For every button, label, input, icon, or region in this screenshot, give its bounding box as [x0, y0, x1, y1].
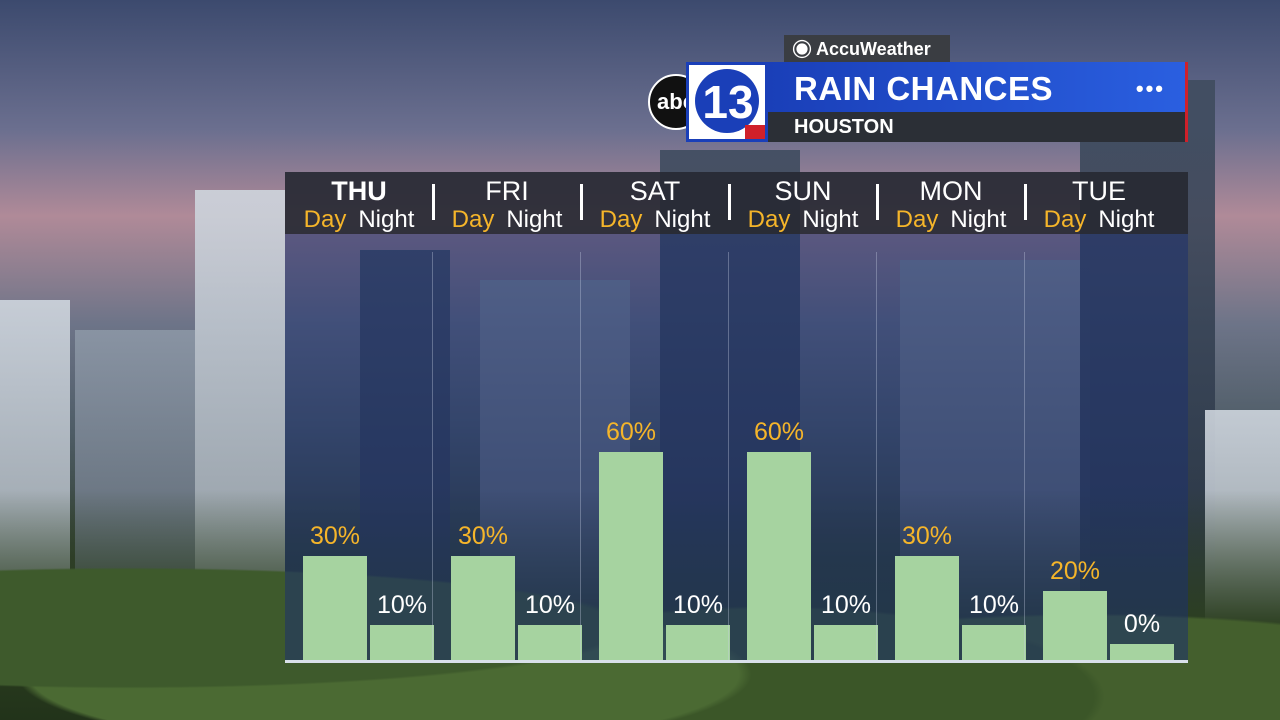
day-night-labels: Day Night — [1025, 206, 1173, 234]
value-label-sun-day: 60% — [753, 417, 805, 446]
bar-tue-day — [1043, 590, 1107, 660]
group-divider — [432, 252, 433, 660]
sponsor-label: AccuWeather — [816, 38, 931, 59]
day-label: Day — [451, 206, 495, 233]
day-label: Day — [747, 206, 791, 233]
value-label-sat-day: 60% — [605, 417, 657, 446]
chart-baseline — [285, 660, 1188, 663]
day-column-sun: SUN Day Night — [729, 172, 877, 234]
bar-fri-night — [518, 625, 582, 660]
day-night-labels: Day Night — [433, 206, 581, 234]
value-label-mon-day: 30% — [901, 521, 953, 550]
header-separator — [432, 184, 435, 220]
day-name: SUN — [774, 176, 832, 206]
value-label-tue-night: 0% — [1123, 610, 1161, 638]
value-label-thu-night: 10% — [376, 591, 428, 620]
day-name: FRI — [485, 176, 529, 206]
day-night-labels: Day Night — [877, 206, 1025, 234]
day-name: SAT — [629, 176, 681, 206]
day-label: Day — [303, 206, 347, 233]
bar-sat-day — [599, 451, 663, 660]
night-label: Night — [950, 206, 1007, 233]
day-label: Day — [599, 206, 643, 233]
group-divider — [580, 252, 581, 660]
value-label-fri-night: 10% — [524, 591, 576, 620]
value-label-thu-day: 30% — [309, 521, 361, 550]
day-name: MON — [919, 176, 983, 206]
bar-mon-night — [962, 625, 1026, 660]
bar-thu-day — [303, 555, 367, 660]
day-night-labels: Day Night — [285, 206, 433, 234]
day-name: THU — [331, 176, 387, 206]
bar-mon-day — [895, 555, 959, 660]
value-label-mon-night: 10% — [968, 591, 1020, 620]
day-column-thu: THU Day Night — [285, 172, 433, 234]
bar-sat-night — [666, 625, 730, 660]
day-header-row: THU Day Night FRI Day Night SAT Day Night SUN Day N… — [285, 172, 1188, 234]
chart-panel — [285, 172, 1188, 662]
bar-fri-day — [451, 555, 515, 660]
location-label: HOUSTON — [794, 116, 894, 138]
day-night-labels: Day Night — [729, 206, 877, 234]
accuweather-badge: AccuWeather — [784, 35, 950, 63]
night-label: Night — [358, 206, 415, 233]
title-bar: RAIN CHANCES ••• — [768, 62, 1188, 112]
header-separator — [876, 184, 879, 220]
value-label-fri-day: 30% — [457, 521, 509, 550]
menu-dots-icon: ••• — [1135, 76, 1165, 101]
group-divider — [728, 252, 729, 660]
day-column-mon: MON Day Night — [877, 172, 1025, 234]
header-separator — [580, 184, 583, 220]
day-label: Day — [895, 206, 939, 233]
bar-sun-night — [814, 625, 878, 660]
day-night-labels: Day Night — [581, 206, 729, 234]
bar-sun-day — [747, 451, 811, 660]
logo-ring — [695, 69, 759, 133]
night-label: Night — [506, 206, 563, 233]
value-label-tue-day: 20% — [1049, 556, 1101, 585]
day-column-sat: SAT Day Night — [581, 172, 729, 234]
day-column-fri: FRI Day Night — [433, 172, 581, 234]
logo-red-accent — [745, 125, 765, 139]
channel-number: 13 — [702, 76, 754, 128]
header-separator — [1024, 184, 1027, 220]
bar-tue-night — [1110, 644, 1174, 660]
sun-icon — [796, 43, 808, 55]
night-label: Night — [802, 206, 859, 233]
group-divider — [876, 252, 877, 660]
channel-13-logo: 13 — [686, 62, 768, 142]
day-name: TUE — [1072, 176, 1126, 206]
value-label-sun-night: 10% — [820, 591, 872, 620]
day-column-tue: TUE Day Night — [1025, 172, 1173, 234]
location-bar: HOUSTON — [768, 112, 1188, 142]
header-separator — [728, 184, 731, 220]
chart-title: RAIN CHANCES — [794, 70, 1054, 107]
night-label: Night — [1098, 206, 1155, 233]
bar-thu-night — [370, 625, 434, 660]
value-label-sat-night: 10% — [672, 591, 724, 620]
group-divider — [1024, 252, 1025, 660]
night-label: Night — [654, 206, 711, 233]
day-label: Day — [1043, 206, 1087, 233]
